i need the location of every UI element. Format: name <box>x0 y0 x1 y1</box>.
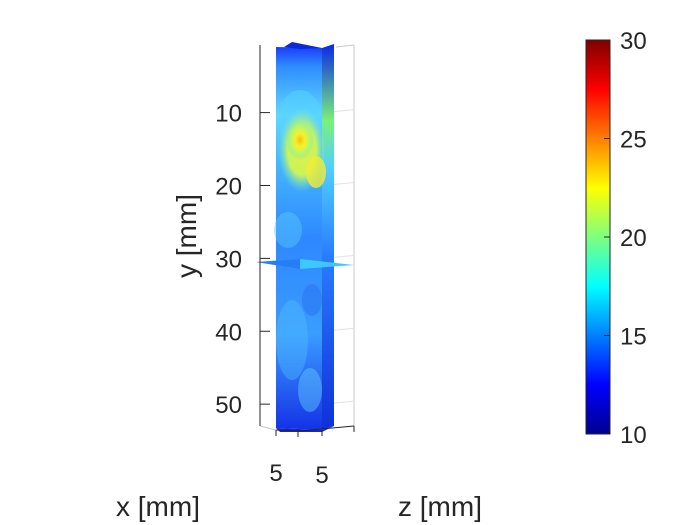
z-tick-label: 5 <box>315 462 328 489</box>
y-axis-label: y [mm] <box>171 194 202 278</box>
grid-line <box>333 254 355 258</box>
grid-lines <box>333 109 355 404</box>
y-tick-label: 30 <box>215 246 242 273</box>
y-tick-label: 40 <box>215 319 242 346</box>
x-tick-label: 5 <box>269 460 282 487</box>
bottom-axis <box>275 425 355 437</box>
grid-line <box>333 109 355 113</box>
y-tick-label: 20 <box>215 173 242 200</box>
colorbar-tick-label: 10 <box>620 422 647 449</box>
slice-planes <box>256 42 354 432</box>
y-tick-label: 50 <box>215 392 242 419</box>
z-axis-label: z [mm] <box>398 491 482 522</box>
x-axis-label: x [mm] <box>116 491 200 522</box>
colorbar-ticks: 10 15 20 25 30 <box>604 28 647 449</box>
grid-line <box>333 400 355 404</box>
y-tick-label: 10 <box>215 101 242 128</box>
grid-line <box>333 181 355 185</box>
colorbar-tick-label: 20 <box>620 225 647 252</box>
back-slice-plane <box>322 44 334 430</box>
colorbar: 10 15 20 25 30 <box>585 28 647 449</box>
colorbar-tick-label: 30 <box>620 28 647 55</box>
grid-line <box>333 327 355 331</box>
colorbar-tick-label: 15 <box>620 324 647 351</box>
y-axis: 10 20 30 40 50 <box>215 45 270 426</box>
colorbar-tick-label: 25 <box>620 127 647 154</box>
